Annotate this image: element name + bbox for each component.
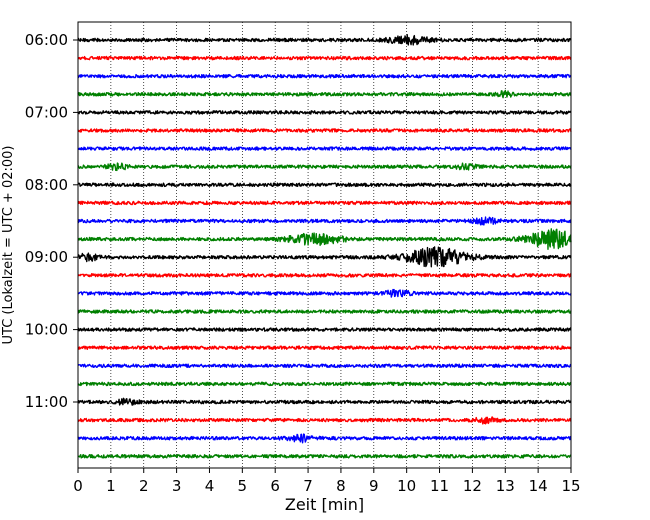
seismic-trace — [77, 416, 572, 425]
y-tick-label: 10:00 — [25, 321, 68, 339]
seismic-trace — [77, 345, 572, 350]
x-tick-label: 0 — [73, 477, 83, 495]
seismic-trace — [77, 363, 572, 369]
seismic-trace — [77, 73, 572, 79]
seismic-trace — [77, 182, 572, 188]
x-tick-label: 15 — [561, 477, 580, 495]
seismic-trace — [77, 34, 572, 46]
seismic-trace — [77, 162, 572, 172]
seismic-trace — [77, 273, 572, 278]
trace-group — [77, 34, 572, 459]
seismic-trace — [77, 216, 572, 226]
seismic-trace — [77, 381, 572, 387]
seismic-trace — [77, 89, 572, 99]
x-tick-label: 7 — [303, 477, 313, 495]
x-tick-label: 6 — [270, 477, 280, 495]
seismic-trace — [77, 55, 572, 61]
y-axis: 06:00 07:00 08:00 09:00 10:00 11:00 — [25, 31, 78, 411]
x-axis-label: Zeit [min] — [285, 495, 364, 514]
x-tick-label: 5 — [238, 477, 248, 495]
seismic-trace — [77, 146, 572, 151]
y-tick-label: 06:00 — [25, 31, 68, 49]
seismic-trace — [77, 327, 572, 332]
seismic-trace — [77, 309, 572, 314]
seismic-trace — [77, 397, 572, 406]
x-tick-label: 3 — [172, 477, 182, 495]
x-tick-label: 14 — [529, 477, 548, 495]
seismic-trace — [77, 200, 572, 206]
y-tick-label: 07:00 — [25, 103, 68, 121]
plot-frame — [77, 21, 572, 469]
x-tick-label: 4 — [205, 477, 215, 495]
seismic-trace — [77, 110, 572, 115]
seismic-trace — [77, 433, 572, 444]
x-axis: 0 1 2 3 4 5 6 7 8 9 10 11 12 13 14 15 — [73, 468, 581, 495]
x-tick-label: 8 — [336, 477, 346, 495]
y-tick-label: 08:00 — [25, 176, 68, 194]
y-axis-label: UTC (Lokalzeit = UTC + 02:00) — [1, 146, 16, 345]
x-tick-label: 9 — [369, 477, 379, 495]
seismic-trace — [77, 288, 572, 298]
x-tick-label: 13 — [496, 477, 515, 495]
x-tick-label: 1 — [106, 477, 116, 495]
x-tick-label: 11 — [430, 477, 449, 495]
y-tick-label: 11:00 — [25, 393, 68, 411]
x-tick-label: 12 — [463, 477, 482, 495]
x-tick-label: 10 — [397, 477, 416, 495]
seismic-trace — [77, 454, 572, 459]
seismic-trace — [77, 228, 572, 250]
seismic-trace — [77, 128, 572, 133]
y-tick-label: 09:00 — [25, 248, 68, 266]
seismic-trace — [77, 246, 572, 268]
x-tick-label: 2 — [139, 477, 149, 495]
